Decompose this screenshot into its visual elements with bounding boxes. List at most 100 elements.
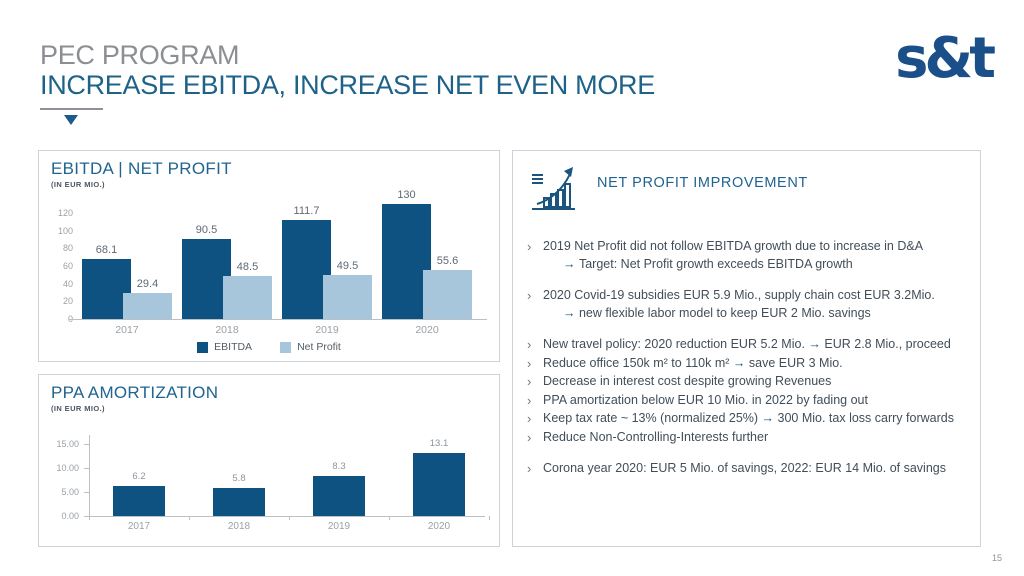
bar-net-profit bbox=[223, 276, 272, 319]
chart-subtitle: (IN EUR MIO.) bbox=[51, 404, 105, 413]
bullet-item: › Decrease in interest cost despite growi… bbox=[527, 373, 974, 391]
category-label: 2017 bbox=[127, 521, 151, 532]
ppa-amortization-panel: PPA AMORTIZATION (IN EUR MIO.) 0.00 5.00 1… bbox=[38, 374, 500, 547]
bar-value-label: 49.5 bbox=[336, 260, 359, 273]
bullet-marker: › bbox=[527, 337, 532, 352]
bullet-item: › Keep tax rate ~ 13% (normalized 25%) → … bbox=[527, 410, 974, 428]
bullet-text: Keep tax rate ~ 13% (normalized 25%) → 3… bbox=[543, 411, 954, 425]
bullet-item: › 2019 Net Profit did not follow EBITDA g… bbox=[527, 238, 974, 273]
y-tick-label: 5.00 bbox=[61, 487, 79, 497]
category-label: 2020 bbox=[427, 521, 451, 532]
bullet-list: › 2019 Net Profit did not follow EBITDA g… bbox=[527, 237, 974, 478]
bar-value-label: 48.5 bbox=[236, 261, 259, 274]
bullet-marker: › bbox=[527, 392, 532, 408]
legend-label: Net Profit bbox=[297, 341, 341, 353]
page-number: 15 bbox=[991, 553, 1002, 563]
bullet-marker: › bbox=[527, 355, 532, 371]
y-tick-mark bbox=[84, 468, 89, 469]
arrow-icon: → bbox=[563, 305, 579, 320]
bullet-item: › 2020 Covid-19 subsidies EUR 5.9 Mio., s… bbox=[527, 287, 974, 322]
y-tick-label: 120 bbox=[57, 208, 73, 218]
x-axis-line bbox=[69, 319, 487, 320]
bullet-marker: › bbox=[527, 288, 532, 303]
x-axis-line bbox=[89, 516, 485, 517]
y-tick-label: 20 bbox=[62, 296, 73, 307]
bar-ppa-amortization bbox=[113, 486, 165, 516]
arrow-icon: → bbox=[563, 256, 579, 271]
ppa-amortization-chart: 0.00 5.00 10.00 15.00 6.2 2017 5.8 2018 8.3 2019 1… bbox=[39, 421, 499, 546]
bar-value-label: 8.3 bbox=[332, 461, 346, 473]
legend-swatch bbox=[197, 341, 209, 353]
bullet-text: 2019 Net Profit did not follow EBITDA gr… bbox=[543, 238, 974, 273]
title-divider bbox=[40, 108, 103, 110]
bar-net-profit bbox=[123, 293, 172, 319]
panel-header: NET PROFIT IMPROVEMENT bbox=[529, 163, 808, 216]
bar-value-label: 130 bbox=[397, 189, 416, 202]
category-label: 2018 bbox=[227, 521, 251, 532]
bar-value-label: 13.1 bbox=[429, 438, 449, 450]
category-label: 2017 bbox=[115, 324, 139, 336]
bullet-subline: → new flexible labor model to keep EUR 2… bbox=[563, 305, 871, 320]
bullet-item: › Reduce office 150k m² to 110k m² → save… bbox=[527, 355, 974, 373]
x-tick-mark bbox=[189, 516, 190, 520]
page-title: INCREASE EBITDA, INCREASE NET EVEN MORE bbox=[40, 70, 655, 100]
y-tick-label: 40 bbox=[62, 278, 73, 289]
bullet-text: PPA amortization below EUR 10 Mio. in 20… bbox=[543, 392, 868, 407]
bullet-marker: › bbox=[527, 239, 532, 254]
x-tick-mark bbox=[289, 516, 290, 520]
y-tick-mark bbox=[84, 492, 89, 493]
y-tick-label: 60 bbox=[62, 261, 73, 271]
legend-swatch bbox=[280, 341, 292, 353]
bar-value-label: 5.8 bbox=[232, 473, 246, 485]
slide-kicker: PEC PROGRAM bbox=[40, 40, 240, 70]
bar-value-label: 6.2 bbox=[132, 471, 146, 483]
arrow-icon: → bbox=[808, 337, 821, 351]
x-tick-mark bbox=[89, 516, 90, 520]
chart-subtitle: (IN EUR MIO.) bbox=[51, 180, 105, 189]
bullet-marker: › bbox=[527, 461, 532, 476]
bullet-text: 2020 Covid-19 subsidies EUR 5.9 Mio., su… bbox=[543, 287, 974, 322]
y-tick-mark bbox=[84, 444, 89, 445]
x-tick-mark bbox=[389, 516, 390, 520]
growth-chart-icon bbox=[529, 163, 581, 216]
bullet-marker: › bbox=[527, 411, 532, 426]
bar-net-profit bbox=[323, 275, 372, 319]
ebitda-net-profit-chart: 02040608010012068.129.4201790.548.520181… bbox=[39, 189, 499, 361]
bar-ppa-amortization bbox=[213, 488, 265, 516]
bar-ppa-amortization bbox=[313, 476, 365, 516]
bullet-item: › Reduce Non-Controlling-Interests furthe… bbox=[527, 429, 974, 447]
panel-title: NET PROFIT IMPROVEMENT bbox=[597, 175, 808, 191]
chart-legend: EBITDA Net Profit bbox=[39, 341, 499, 353]
bullet-text: Decrease in interest cost despite growin… bbox=[543, 374, 832, 388]
arrow-icon: → bbox=[732, 355, 746, 370]
bullet-text: Reduce Non-Controlling-Interests further bbox=[543, 429, 769, 444]
bar-net-profit bbox=[423, 269, 472, 319]
bullet-text: New travel policy: 2020 reduction EUR 5.… bbox=[543, 337, 951, 351]
bar-value-label: 55.6 bbox=[436, 254, 459, 267]
bullet-item: › PPA amortization below EUR 10 Mio. in 2… bbox=[527, 392, 974, 410]
bullet-marker: › bbox=[527, 429, 532, 445]
bullet-item: › Corona year 2020: EUR 5 Mio. of savings… bbox=[527, 460, 974, 478]
bar-ebitda bbox=[82, 258, 131, 319]
y-tick-label: 15.00 bbox=[56, 439, 79, 449]
bar-value-label: 68.1 bbox=[95, 243, 118, 256]
bar-ppa-amortization bbox=[413, 453, 465, 516]
category-label: 2018 bbox=[215, 324, 239, 336]
category-label: 2019 bbox=[327, 521, 351, 532]
bullet-text: Reduce office 150k m² to 110k m² → save … bbox=[543, 355, 843, 370]
bar-ebitda bbox=[182, 239, 231, 319]
y-tick-label: 80 bbox=[62, 243, 73, 254]
x-tick-mark bbox=[489, 516, 490, 520]
company-logo: s&t bbox=[895, 26, 996, 91]
down-triangle-icon bbox=[64, 115, 78, 125]
y-axis-line bbox=[89, 435, 90, 516]
ebitda-net-profit-panel: EBITDA | NET PROFIT (IN EUR MIO.) 020406… bbox=[38, 150, 500, 362]
y-tick-label: 10.00 bbox=[56, 463, 79, 473]
bar-value-label: 90.5 bbox=[195, 224, 218, 237]
bullet-marker: › bbox=[527, 374, 532, 389]
chart-title: EBITDA | NET PROFIT bbox=[51, 159, 232, 178]
bullet-subline: → Target: Net Profit growth exceeds EBIT… bbox=[563, 256, 853, 271]
bullet-item: › New travel policy: 2020 reduction EUR 5… bbox=[527, 336, 974, 354]
legend-label: EBITDA bbox=[214, 341, 253, 353]
